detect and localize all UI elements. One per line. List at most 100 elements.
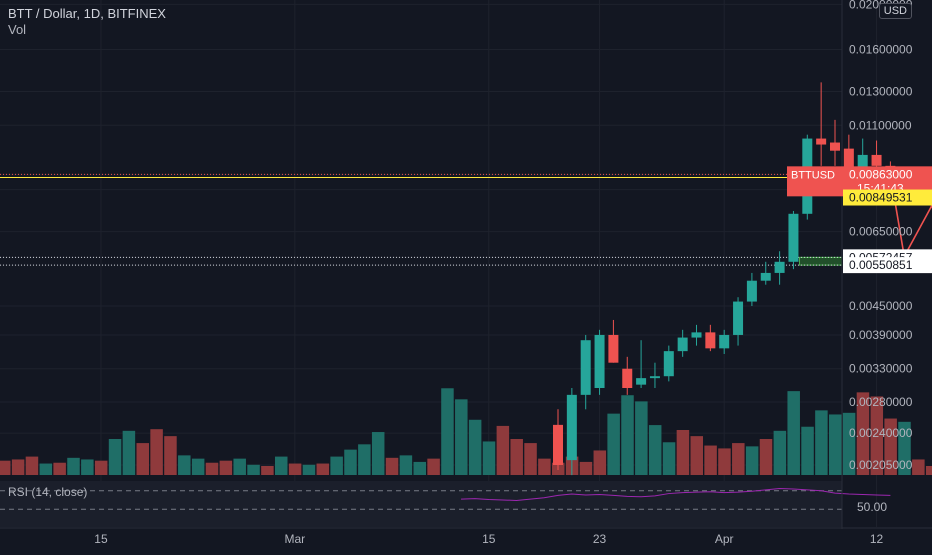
volume-bar <box>884 418 897 475</box>
volume-bar <box>122 430 136 475</box>
volume-bar <box>136 443 149 475</box>
volume-bar <box>67 457 80 475</box>
candle-body <box>705 332 716 349</box>
time-axis-label: 12 <box>870 532 884 546</box>
volume-bar <box>275 456 288 475</box>
volume-bar <box>773 430 787 475</box>
volume-bar <box>178 455 191 475</box>
volume-bar <box>912 459 925 475</box>
time-axis-label: 15 <box>94 532 108 546</box>
volume-bar <box>288 463 302 475</box>
volume-bar <box>648 425 662 475</box>
support-zone <box>798 256 843 266</box>
volume-bar <box>385 457 399 475</box>
candle-body <box>580 340 591 395</box>
candle-body <box>830 142 840 151</box>
candle-body <box>636 378 647 385</box>
volume-bar <box>704 445 717 475</box>
price-axis-label: 0.00390000 <box>849 328 913 342</box>
volume-bar <box>455 399 468 475</box>
volume-bar <box>593 450 607 475</box>
time-axis-label: 23 <box>593 532 607 546</box>
volume-bar <box>150 429 163 475</box>
volume-bar <box>0 460 11 475</box>
volume-bar <box>690 436 703 475</box>
volume-bar <box>316 463 330 475</box>
volume-bar <box>233 458 246 475</box>
candle-body <box>663 351 674 377</box>
volume-bar <box>25 456 39 475</box>
volume-bar <box>413 461 426 475</box>
volume-bar <box>427 458 440 475</box>
time-axis-label: Apr <box>715 532 734 546</box>
candle-body <box>733 301 744 335</box>
price-axis-label: 0.01300000 <box>849 84 913 98</box>
volume-bar <box>468 419 482 475</box>
volume-bar <box>801 426 814 475</box>
volume-bar <box>925 466 932 475</box>
rsi-pane-background <box>0 481 842 527</box>
candle-body <box>774 261 785 273</box>
price-level-tag-bg <box>843 189 932 206</box>
volume-bar <box>219 460 233 475</box>
time-axis-label: 15 <box>482 532 496 546</box>
candle-body <box>691 332 702 338</box>
volume-bar <box>787 391 800 475</box>
volume-bar <box>261 466 274 475</box>
price-axis-label: 0.00205000 <box>849 458 913 472</box>
volume-bar <box>53 462 66 475</box>
volume-bar <box>510 439 523 475</box>
candle-body <box>566 394 577 461</box>
volume-bar <box>607 413 620 475</box>
volume-bar <box>621 395 634 475</box>
volume-bar <box>164 436 177 475</box>
candle-body <box>871 154 882 166</box>
volume-bar <box>205 462 219 475</box>
volume-bar <box>358 444 371 475</box>
current-price-value: 0.00863000 <box>849 167 913 181</box>
symbol-title[interactable]: BTT / Dollar, 1D, BITFINEX <box>8 6 166 21</box>
price-axis-label: 0.00450000 <box>849 299 913 313</box>
candle-body <box>746 280 757 302</box>
price-level-tag-bg <box>843 257 932 274</box>
price-axis-label: 0.00280000 <box>849 395 913 409</box>
volume-bar <box>81 459 94 475</box>
price-axis-label: 0.00240000 <box>849 426 913 440</box>
volume-label: Vol <box>8 22 27 37</box>
current-price-symbol: BTTUSD <box>791 169 835 181</box>
volume-bar <box>898 421 911 475</box>
volume-bar <box>745 446 759 475</box>
volume-bar <box>344 449 357 475</box>
rsi-label[interactable]: RSI (14, close) <box>8 485 88 499</box>
volume-bar <box>39 463 53 475</box>
volume-bar <box>441 388 454 475</box>
price-axis-label: 0.01600000 <box>849 43 913 57</box>
volume-bar <box>524 443 537 475</box>
volume-bar <box>94 460 108 475</box>
rsi-line <box>461 487 891 501</box>
volume-bar <box>635 401 648 475</box>
candle-body <box>553 424 563 465</box>
volume-bar <box>302 464 316 475</box>
candle-body <box>816 138 827 145</box>
volume-bar <box>11 459 25 475</box>
volume-bar <box>829 414 842 475</box>
volume-bar <box>718 448 731 475</box>
volume-bar <box>870 396 884 475</box>
candle-body <box>594 334 605 389</box>
candle-body <box>622 368 633 389</box>
price-level-tag: 0.00849531 <box>849 191 913 205</box>
volume-bar <box>371 432 385 475</box>
volume-bar <box>538 458 551 475</box>
currency-button[interactable]: USD <box>878 3 912 19</box>
volume-bar <box>330 456 343 475</box>
candle-body <box>719 334 730 349</box>
price-axis-label: 0.00650000 <box>849 225 913 239</box>
time-axis-label: Mar <box>285 532 306 546</box>
candle-body <box>677 337 688 352</box>
volume-bar <box>482 441 496 475</box>
volume-bar <box>662 442 676 475</box>
volume-bar <box>108 439 122 475</box>
